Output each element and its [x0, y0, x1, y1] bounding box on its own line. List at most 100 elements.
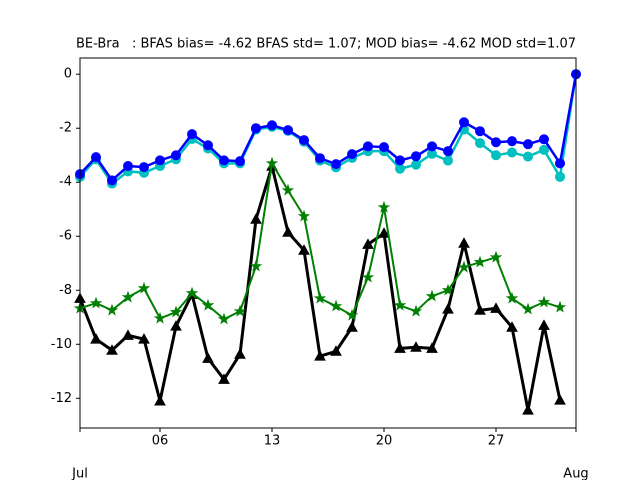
chart-title: BE-Bra : BFAS bias= -4.62 BFAS std= 1.07…: [76, 37, 576, 52]
point: [330, 345, 342, 356]
point: [538, 319, 550, 330]
point: [377, 200, 391, 213]
y-tick-label: -12: [51, 391, 72, 406]
point: [443, 155, 453, 166]
point: [187, 129, 197, 140]
point: [379, 142, 389, 153]
point: [427, 141, 437, 152]
point: [233, 304, 247, 317]
point: [315, 153, 325, 164]
point: [489, 250, 503, 263]
point: [554, 394, 566, 405]
point: [539, 134, 549, 145]
point: [473, 255, 487, 268]
point: [235, 156, 245, 167]
point: [410, 341, 422, 352]
point: [522, 404, 534, 415]
point: [491, 137, 501, 148]
point: [555, 158, 565, 169]
point: [250, 213, 262, 224]
point: [282, 226, 294, 237]
point: [329, 299, 343, 312]
point: [139, 162, 149, 173]
point: [475, 126, 485, 137]
point: [539, 144, 549, 155]
point: [490, 302, 502, 313]
point: [121, 290, 135, 303]
x-tick-label: 06: [152, 434, 169, 449]
point: [201, 298, 215, 311]
point: [363, 141, 373, 152]
point: [155, 155, 165, 166]
series-line: [78, 164, 562, 412]
point: [154, 394, 166, 406]
point: [345, 308, 359, 321]
x-tick-label: 27: [488, 434, 505, 449]
point: [137, 281, 151, 294]
point: [361, 270, 375, 283]
series-line: [79, 74, 578, 185]
point: [443, 146, 453, 157]
point: [347, 149, 357, 160]
point: [459, 117, 469, 128]
point: [537, 295, 551, 308]
point: [267, 120, 277, 131]
point: [523, 151, 533, 162]
point: [298, 244, 310, 255]
point: [331, 159, 341, 170]
x-tick-label: 20: [376, 434, 393, 449]
point: [395, 163, 405, 174]
point: [297, 209, 311, 222]
point: [506, 321, 518, 332]
plot-frame: [79, 57, 577, 429]
point: [346, 321, 358, 332]
point: [553, 300, 567, 313]
point: [283, 125, 293, 136]
point: [122, 329, 134, 340]
point: [441, 283, 455, 296]
point: [171, 150, 181, 161]
point: [138, 333, 150, 344]
point: [426, 342, 438, 353]
point: [393, 298, 407, 311]
point: [153, 311, 167, 324]
x-month-label: Jul: [71, 467, 88, 480]
y-tick-label: -4: [59, 175, 72, 190]
point: [313, 291, 327, 304]
point: [123, 161, 133, 172]
point: [281, 183, 295, 196]
point: [555, 171, 565, 182]
point: [457, 260, 471, 273]
point: [299, 135, 309, 146]
point: [219, 155, 229, 166]
point: [394, 342, 406, 353]
point: [378, 227, 390, 238]
point: [106, 344, 118, 355]
point: [409, 304, 423, 317]
point: [251, 123, 261, 134]
point: [90, 333, 102, 344]
point: [185, 286, 199, 299]
point: [170, 320, 182, 331]
point: [91, 152, 101, 163]
point: [474, 304, 486, 315]
point: [202, 352, 214, 363]
point: [475, 138, 485, 149]
point: [265, 156, 279, 169]
point: [425, 289, 439, 302]
point: [411, 151, 421, 162]
point: [395, 155, 405, 166]
point: [105, 303, 119, 316]
point: [507, 147, 517, 158]
y-tick-label: -2: [59, 121, 72, 136]
point: [89, 296, 103, 309]
point: [203, 140, 213, 151]
point: [362, 238, 374, 249]
point: [521, 302, 535, 315]
x-tick-label: 13: [264, 434, 281, 449]
point: [217, 312, 231, 325]
y-tick-label: -6: [59, 229, 72, 244]
y-tick-label: -8: [59, 283, 72, 298]
point: [458, 237, 470, 248]
